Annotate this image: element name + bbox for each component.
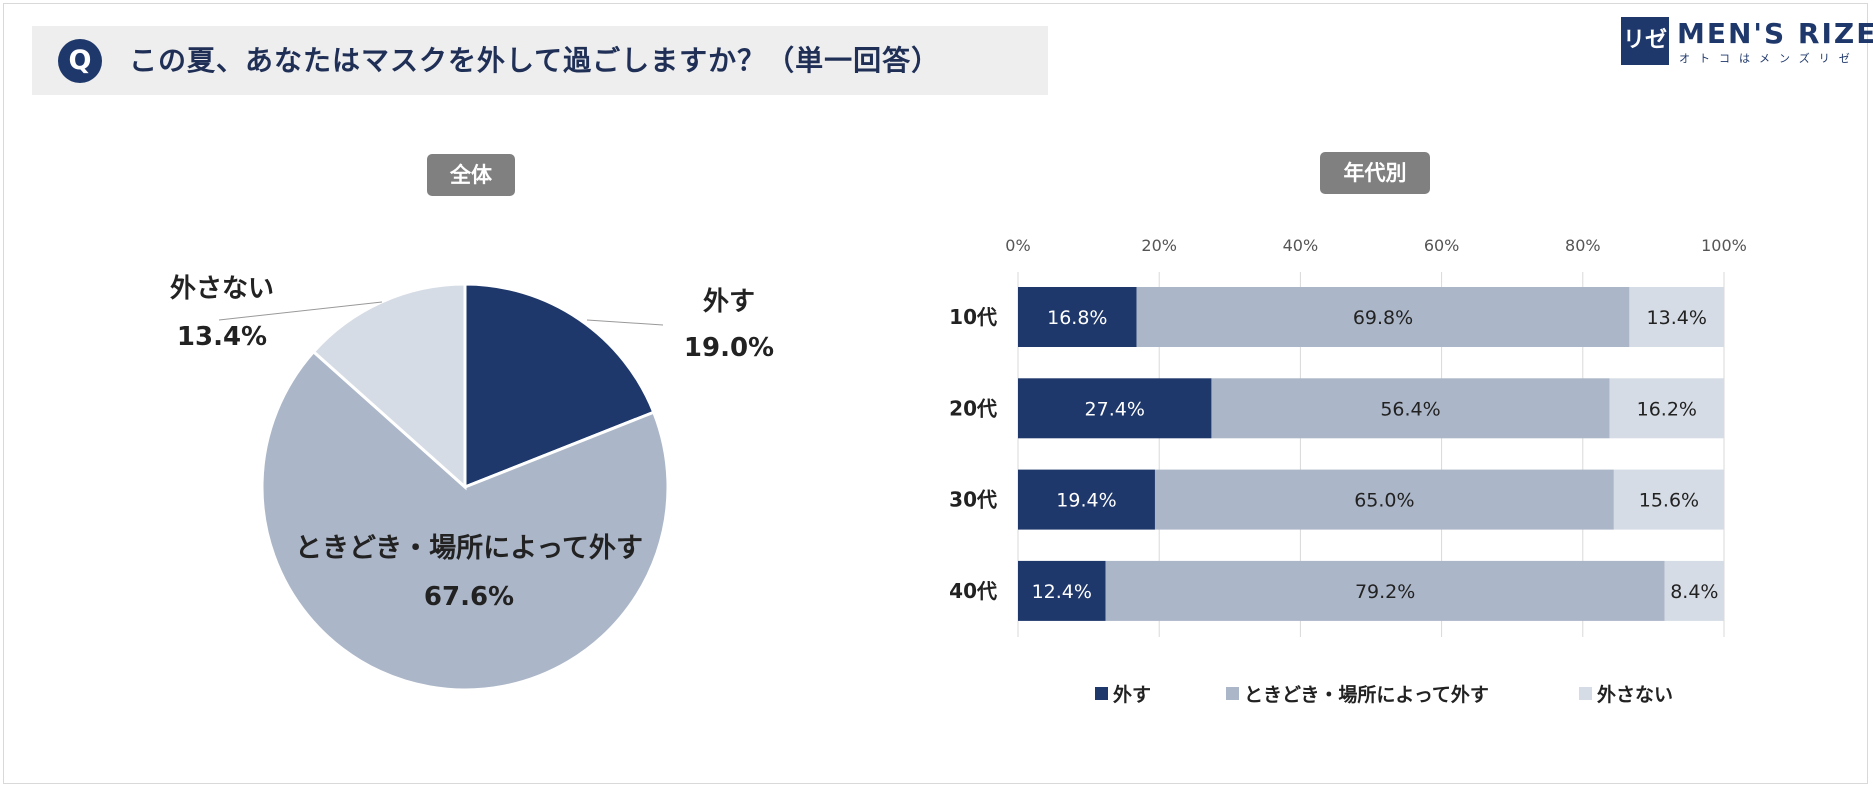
legend-swatch [1226, 687, 1239, 700]
x-tick-label: 60% [1424, 236, 1460, 255]
pie-label-name: 外す [703, 287, 755, 317]
legend-label: ときどき・場所によって外す [1244, 683, 1489, 706]
slide-frame: Q この夏、あなたはマスクを外して過ごしますか？（単一回答） リゼ MEN'S … [3, 3, 1873, 784]
bar-section-label: 年代別 [1320, 152, 1430, 194]
x-tick-label: 40% [1283, 236, 1319, 255]
legend-label: 外す [1113, 683, 1151, 706]
bar-value-label: 56.4% [1380, 398, 1440, 420]
pie-chart: 外す 19.0% ときどき・場所によって外す 67.6% 外さない 13.4% [170, 274, 774, 692]
pie-label-name: ときどき・場所によって外す [295, 533, 643, 564]
pie-slice [463, 282, 656, 490]
legend-swatch [1579, 687, 1592, 700]
brand-logo: リゼ MEN'S RIZE オトコはメンズリゼ [1621, 16, 1873, 68]
bar-value-label: 69.8% [1353, 307, 1413, 329]
question-text: この夏、あなたはマスクを外して過ごしますか？（単一回答） [129, 44, 941, 77]
bar-segment [1629, 287, 1724, 347]
bar-value-label: 27.4% [1085, 398, 1145, 420]
bar-value-label: 16.2% [1637, 398, 1697, 420]
legend: 外す ときどき・場所によって外す 外さない [1095, 683, 1673, 706]
category-label: 30代 [949, 488, 997, 512]
pie-label-value: 19.0% [684, 333, 774, 363]
charts-canvas: 外す 19.0% ときどき・場所によって外す 67.6% 外さない 13.4% 0% 20% 4… [170, 236, 1747, 706]
pie-slice [311, 282, 467, 491]
bar-segment [1613, 469, 1724, 530]
bar-value-label: 19.4% [1056, 490, 1116, 512]
x-tick-label: 100% [1701, 236, 1747, 255]
legend-swatch [1095, 687, 1108, 700]
category-label: 40代 [949, 579, 997, 603]
pie-label-value: 13.4% [177, 322, 267, 352]
bar-segment [1211, 378, 1610, 439]
x-tick-label: 80% [1565, 236, 1601, 255]
bar-segment [1105, 560, 1665, 621]
legend-label: 外さない [1597, 683, 1673, 706]
x-tick-label: 0% [1005, 236, 1030, 255]
pie-section-label: 全体 [427, 154, 515, 196]
bar-value-label: 16.8% [1047, 307, 1107, 329]
bar-segment [1018, 378, 1212, 439]
question-bar: Q この夏、あなたはマスクを外して過ごしますか？（単一回答） [32, 26, 1048, 95]
bar-segment [1664, 560, 1724, 621]
category-label: 20代 [949, 396, 997, 420]
bar-segment [1018, 469, 1155, 530]
bar-segment [1018, 560, 1106, 621]
bar-segment [1018, 287, 1137, 347]
bar-value-label: 12.4% [1032, 581, 1092, 603]
bar-value-label: 13.4% [1647, 307, 1707, 329]
pie-label-name: 外さない [170, 274, 274, 304]
brand-tagline: オトコはメンズリゼ [1679, 52, 1859, 65]
bar-segment [1609, 378, 1724, 439]
pie-label-value: 67.6% [424, 582, 514, 612]
bar-value-label: 8.4% [1670, 581, 1718, 603]
pie-leader-line [586, 319, 664, 326]
bar-value-label: 15.6% [1639, 490, 1699, 512]
brand-mark-icon: リゼ [1621, 17, 1669, 65]
pie-slice [260, 349, 670, 692]
question-badge-icon: Q [58, 39, 102, 83]
bar-segment [1136, 287, 1630, 347]
bar-value-label: 65.0% [1354, 490, 1414, 512]
brand-name: MEN'S RIZE [1677, 17, 1873, 50]
bar-segment [1154, 469, 1614, 530]
bar-chart: 0% 20% 40% 60% 80% 100% 10代 16.8% 69.8% 13.4% 20代 2… [949, 236, 1747, 706]
x-tick-label: 20% [1141, 236, 1177, 255]
bar-value-label: 79.2% [1355, 581, 1415, 603]
category-label: 10代 [949, 305, 997, 329]
pie-leader-line [218, 301, 383, 321]
